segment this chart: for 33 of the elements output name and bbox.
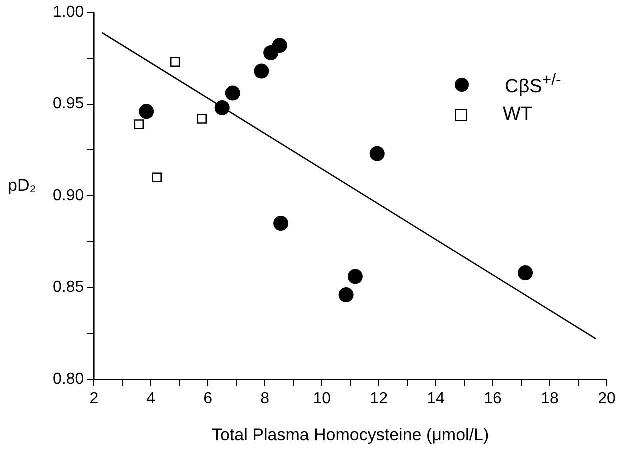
y-tick-label: 0.90 [53,187,84,204]
x-tick-label: 12 [370,390,388,408]
point [272,38,288,54]
point [170,57,180,68]
point [274,216,289,232]
legend-label: WT [503,104,533,126]
point [338,288,354,303]
y-axis-title: pD₂ [8,176,36,196]
x-axis-title: Total Plasma Homocysteine (μmol/L) [212,425,490,444]
x-tick-label: 16 [484,390,502,408]
point [214,100,230,116]
x-tick-label: 6 [204,390,213,408]
point [152,172,162,183]
point [225,86,240,101]
point [518,266,534,281]
point [370,146,385,162]
point [348,269,363,284]
x-tick-label: 2 [90,390,99,408]
x-tick-label: 18 [541,390,560,408]
y-tick-label: 0.85 [53,279,84,296]
y-tick-label: 0.95 [53,96,84,113]
x-tick-label: 14 [427,390,446,408]
x-tick-label: 20 [598,390,616,408]
x-tick-label: 10 [313,390,332,408]
y-tick-label: 0.80 [53,370,84,388]
legend-label: CβS$^{+/-}$ [505,72,562,98]
y-tick-label: 1.00 [53,4,84,22]
point [134,120,144,130]
point [254,64,270,79]
x-tick-label: 8 [260,390,270,408]
point [197,114,208,124]
point [139,104,154,120]
x-tick-label: 4 [146,390,156,408]
